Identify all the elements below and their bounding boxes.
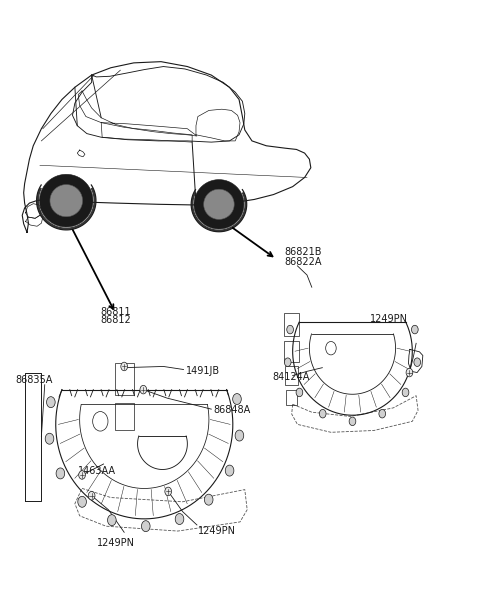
Bar [115, 364, 134, 395]
Circle shape [233, 393, 241, 404]
Circle shape [47, 397, 55, 408]
Text: 86848A: 86848A [214, 405, 251, 415]
Circle shape [108, 514, 116, 525]
Bar [115, 403, 134, 431]
Polygon shape [194, 180, 244, 229]
Circle shape [379, 409, 385, 418]
Bar [284, 341, 300, 362]
Circle shape [235, 430, 244, 441]
Bar [286, 390, 298, 406]
Text: 86811: 86811 [100, 307, 131, 316]
Polygon shape [191, 192, 247, 232]
Circle shape [78, 496, 86, 507]
Circle shape [225, 465, 234, 476]
Circle shape [319, 409, 326, 418]
Circle shape [140, 386, 147, 394]
Polygon shape [39, 174, 93, 227]
Circle shape [175, 513, 184, 524]
Circle shape [56, 468, 65, 479]
Text: 86822A: 86822A [285, 257, 322, 266]
Circle shape [204, 494, 213, 505]
Text: 86821B: 86821B [285, 247, 322, 257]
Polygon shape [50, 185, 83, 217]
Circle shape [406, 368, 413, 377]
Bar [285, 367, 299, 385]
Text: 84124A: 84124A [273, 372, 310, 382]
Polygon shape [36, 188, 96, 230]
Circle shape [88, 491, 95, 500]
Circle shape [79, 470, 85, 479]
Circle shape [121, 362, 128, 371]
Circle shape [45, 433, 54, 444]
Circle shape [349, 417, 356, 426]
Circle shape [287, 325, 293, 334]
Text: 1249PN: 1249PN [198, 526, 236, 536]
Circle shape [414, 358, 420, 367]
Circle shape [296, 388, 303, 397]
Circle shape [411, 325, 418, 334]
Text: 1463AA: 1463AA [78, 466, 116, 477]
Circle shape [165, 487, 171, 496]
Text: 1249PN: 1249PN [370, 314, 408, 324]
Bar [284, 313, 300, 336]
Text: 86835A: 86835A [15, 375, 52, 385]
Circle shape [142, 521, 150, 532]
Circle shape [402, 388, 409, 397]
Circle shape [284, 358, 291, 367]
Text: 86812: 86812 [100, 315, 131, 325]
Text: 1491JB: 1491JB [186, 366, 220, 376]
Text: 1249PN: 1249PN [96, 538, 134, 548]
Polygon shape [204, 189, 234, 219]
